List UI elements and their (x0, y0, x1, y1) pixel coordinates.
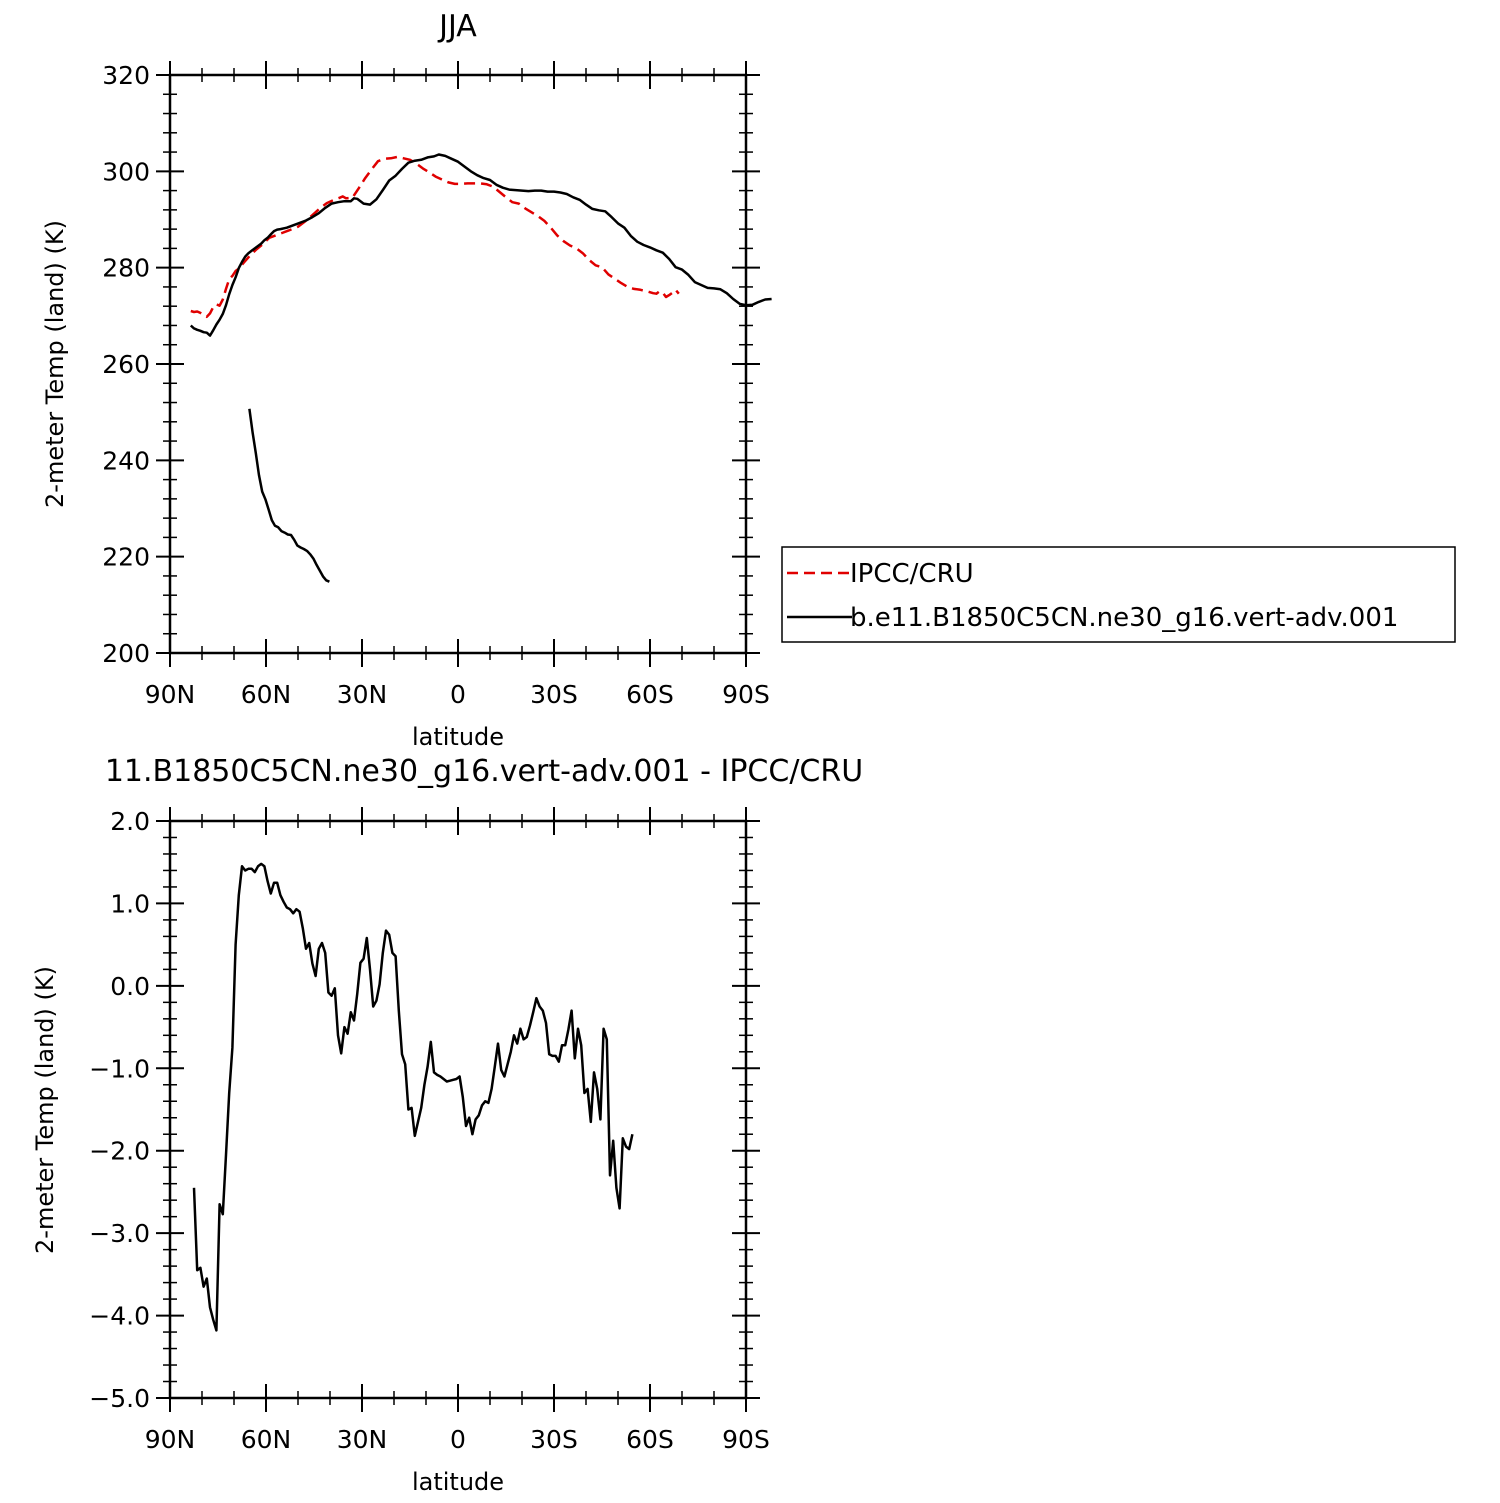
x-tick-label: 60S (626, 680, 674, 709)
x-tick-label: 30N (337, 1425, 388, 1454)
series-1-line-1 (248, 408, 330, 583)
bottom-plot-frame (168, 819, 748, 1400)
x-tick-label: 60N (241, 1425, 292, 1454)
y-tick-label: 300 (102, 157, 150, 186)
x-tick-label: 60N (241, 680, 292, 709)
y-tick-label: 1.0 (110, 889, 150, 918)
x-tick-label: 0 (450, 1425, 466, 1454)
x-tick-label: 30S (530, 680, 578, 709)
top-x-axis-label: latitude (412, 723, 504, 751)
bottom-plot-lines (192, 862, 634, 1332)
top-axis-ticks: 200 220 240 260 280 300 320 90N 60N 30N 0 30S 60S 90S (102, 61, 770, 709)
legend-frame (781, 546, 1456, 643)
x-tick-label: 60S (626, 1425, 674, 1454)
y-tick-label: 220 (102, 543, 150, 572)
bottom-panel: 11.B1850C5CN.ne30_g16.vert-adv.001 - IPC… (31, 754, 863, 1496)
x-tick-label: 90S (722, 1425, 770, 1454)
x-tick-label: 90S (722, 680, 770, 709)
y-tick-label: −1.0 (89, 1054, 150, 1083)
bottom-axis-ticks: 2.0 1.0 0.0 −1.0 −2.0 −3.0 −4.0 −5.0 90N 60N 30N 0 3… (89, 807, 770, 1454)
bottom-y-axis-label: 2-meter Temp (land) (K) (31, 966, 59, 1254)
series-1-line-0 (189, 153, 772, 337)
x-tick-label: 90N (145, 680, 196, 709)
x-tick-label: 30N (337, 680, 388, 709)
y-tick-label: 2.0 (110, 807, 150, 836)
y-tick-label: −4.0 (89, 1302, 150, 1331)
y-tick-label: −3.0 (89, 1219, 150, 1248)
x-tick-label: 0 (450, 680, 466, 709)
y-tick-label: −5.0 (89, 1384, 150, 1413)
y-tick-label: 280 (102, 254, 150, 283)
x-tick-label: 30S (530, 1425, 578, 1454)
y-tick-label: 200 (102, 639, 150, 668)
y-tick-label: −2.0 (89, 1137, 150, 1166)
series-0-line-0 (192, 862, 634, 1332)
top-panel: JJA 200 220 240 260 280 300 320 90N 60N 30N 0 30S 60… (41, 9, 772, 751)
x-tick-label: 90N (145, 1425, 196, 1454)
y-tick-label: 240 (102, 446, 150, 475)
legend: IPCC/CRU b.e11.B1850C5CN.ne30_g16.vert-a… (781, 546, 1456, 643)
bottom-x-axis-label: latitude (412, 1468, 504, 1496)
legend-label-model: b.e11.B1850C5CN.ne30_g16.vert-adv.001 (850, 603, 1398, 633)
top-plot-lines (189, 153, 772, 583)
series-0-line-0 (190, 155, 680, 319)
top-y-axis-label: 2-meter Temp (land) (K) (41, 220, 69, 508)
top-chart-title: JJA (437, 9, 477, 44)
y-tick-label: 320 (102, 61, 150, 90)
y-tick-label: 260 (102, 350, 150, 379)
y-tick-label: 0.0 (110, 972, 150, 1001)
legend-label-ipcc-cru: IPCC/CRU (850, 559, 974, 589)
bottom-chart-title: 11.B1850C5CN.ne30_g16.vert-adv.001 - IPC… (105, 754, 863, 789)
